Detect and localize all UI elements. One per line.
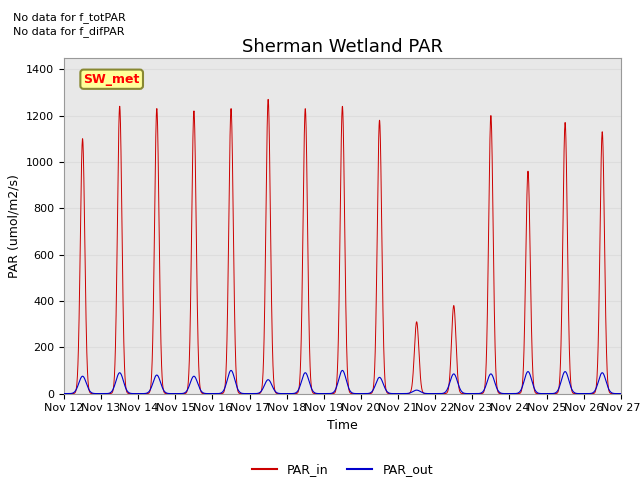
Text: No data for f_totPAR: No data for f_totPAR xyxy=(13,12,125,23)
Title: Sherman Wetland PAR: Sherman Wetland PAR xyxy=(242,38,443,56)
Text: No data for f_difPAR: No data for f_difPAR xyxy=(13,26,124,37)
Y-axis label: PAR (umol/m2/s): PAR (umol/m2/s) xyxy=(8,174,20,277)
Text: SW_met: SW_met xyxy=(83,73,140,86)
X-axis label: Time: Time xyxy=(327,419,358,432)
Legend: PAR_in, PAR_out: PAR_in, PAR_out xyxy=(247,458,438,480)
